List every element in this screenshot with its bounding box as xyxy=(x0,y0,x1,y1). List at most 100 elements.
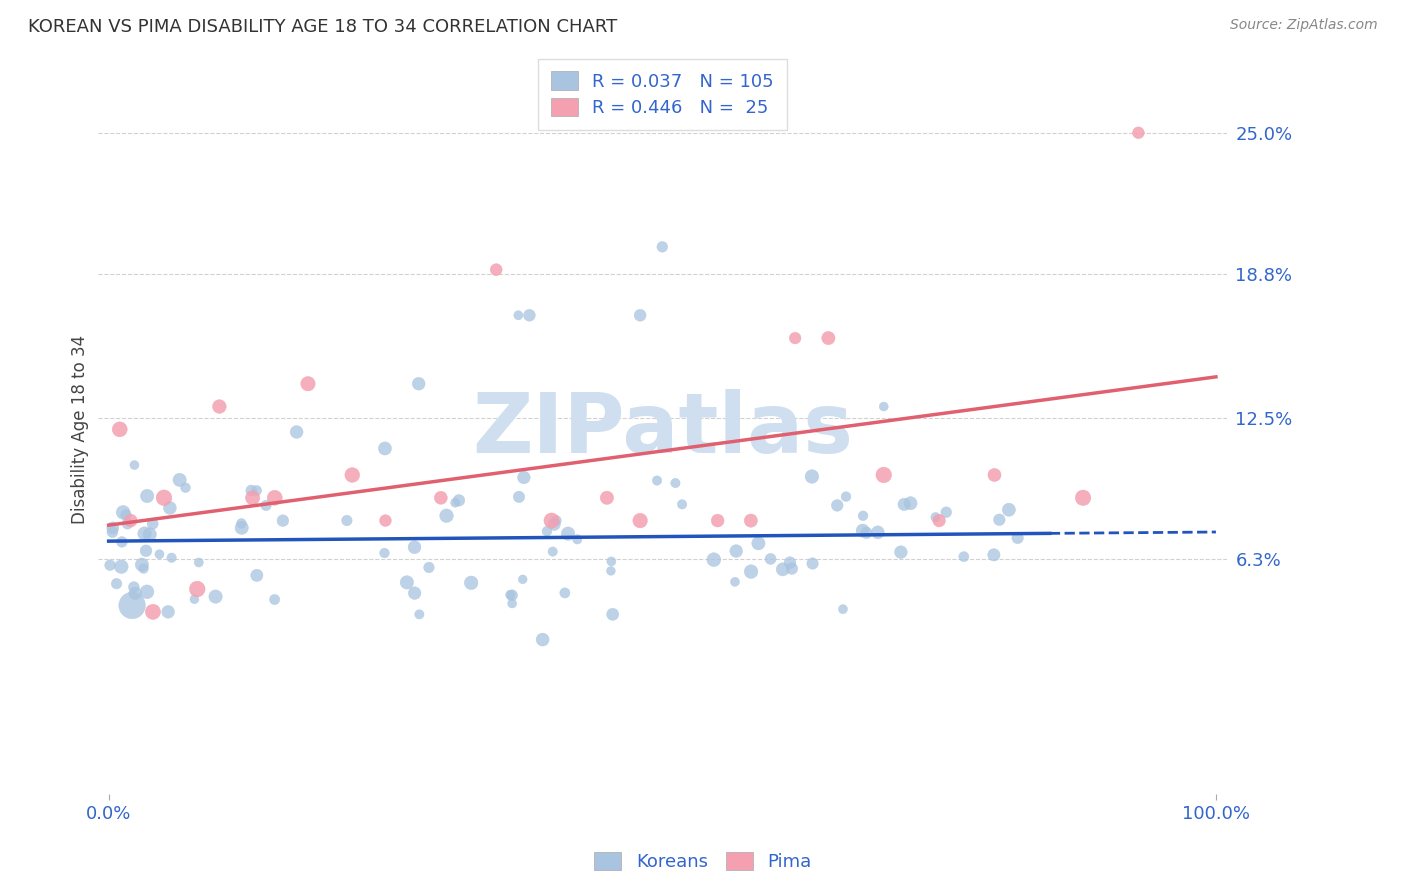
Point xyxy=(983,467,1005,482)
Point xyxy=(893,497,915,511)
Legend: R = 0.037   N = 105, R = 0.446   N =  25: R = 0.037 N = 105, R = 0.446 N = 25 xyxy=(538,59,786,130)
Point xyxy=(599,564,621,578)
Point xyxy=(105,576,128,591)
Point xyxy=(780,561,803,575)
Point xyxy=(567,533,589,547)
Point xyxy=(404,540,426,554)
Point xyxy=(531,632,554,647)
Point xyxy=(519,308,541,322)
Point xyxy=(602,607,624,622)
Point xyxy=(271,514,294,528)
Point xyxy=(121,599,143,613)
Point xyxy=(138,527,160,541)
Point xyxy=(513,470,536,484)
Point xyxy=(628,514,651,528)
Point xyxy=(800,469,823,483)
Point xyxy=(924,510,946,524)
Point xyxy=(245,483,267,498)
Point xyxy=(501,597,523,611)
Point xyxy=(785,331,807,345)
Point xyxy=(98,558,121,573)
Point xyxy=(835,490,858,504)
Point xyxy=(852,524,875,538)
Point xyxy=(706,514,728,528)
Point xyxy=(336,514,359,528)
Point xyxy=(508,308,530,322)
Point xyxy=(460,575,482,590)
Point xyxy=(134,526,156,541)
Point xyxy=(928,514,950,528)
Point xyxy=(148,547,170,561)
Point xyxy=(231,516,253,531)
Point xyxy=(204,590,226,604)
Point xyxy=(499,588,522,602)
Point xyxy=(873,400,896,414)
Point xyxy=(536,524,558,539)
Point xyxy=(112,505,135,519)
Text: Source: ZipAtlas.com: Source: ZipAtlas.com xyxy=(1230,18,1378,32)
Point xyxy=(512,572,534,586)
Point xyxy=(254,499,277,513)
Point xyxy=(101,521,124,535)
Point xyxy=(501,588,523,602)
Point xyxy=(169,473,191,487)
Point xyxy=(342,467,364,482)
Point xyxy=(122,580,145,594)
Point xyxy=(242,491,264,505)
Point xyxy=(418,560,440,574)
Text: ZIPatlas: ZIPatlas xyxy=(472,389,853,470)
Point xyxy=(240,483,263,498)
Point xyxy=(557,526,579,541)
Point xyxy=(408,376,430,391)
Point xyxy=(160,550,183,565)
Point xyxy=(772,562,794,576)
Point xyxy=(998,502,1021,516)
Point xyxy=(541,544,564,558)
Point xyxy=(543,517,565,532)
Point xyxy=(108,422,131,436)
Point xyxy=(124,586,146,600)
Point xyxy=(988,513,1011,527)
Point xyxy=(740,565,762,579)
Point xyxy=(142,605,165,619)
Point xyxy=(508,490,530,504)
Point xyxy=(900,496,922,510)
Point xyxy=(132,561,155,575)
Point xyxy=(285,425,308,439)
Point xyxy=(671,497,693,511)
Point xyxy=(263,491,285,505)
Point xyxy=(231,521,253,535)
Point xyxy=(101,525,124,540)
Point xyxy=(447,493,470,508)
Point xyxy=(866,525,889,540)
Point xyxy=(983,548,1005,562)
Point xyxy=(855,525,877,540)
Point xyxy=(208,400,231,414)
Point xyxy=(136,584,159,599)
Point xyxy=(263,592,285,607)
Point xyxy=(142,516,165,531)
Point xyxy=(852,508,875,523)
Point xyxy=(404,586,426,600)
Point xyxy=(159,500,181,515)
Point xyxy=(724,574,747,589)
Point xyxy=(136,489,159,503)
Point xyxy=(890,545,912,559)
Point xyxy=(246,568,269,582)
Point xyxy=(117,516,139,531)
Point xyxy=(115,508,138,522)
Point xyxy=(485,262,508,277)
Point xyxy=(759,552,782,566)
Point xyxy=(817,331,839,345)
Point xyxy=(1128,126,1150,140)
Point xyxy=(135,543,157,558)
Point xyxy=(444,495,467,509)
Point xyxy=(111,535,134,549)
Point xyxy=(703,552,725,566)
Point xyxy=(651,240,673,254)
Text: KOREAN VS PIMA DISABILITY AGE 18 TO 34 CORRELATION CHART: KOREAN VS PIMA DISABILITY AGE 18 TO 34 C… xyxy=(28,18,617,36)
Point xyxy=(645,474,668,488)
Point xyxy=(664,476,686,491)
Point xyxy=(540,514,562,528)
Point xyxy=(120,514,142,528)
